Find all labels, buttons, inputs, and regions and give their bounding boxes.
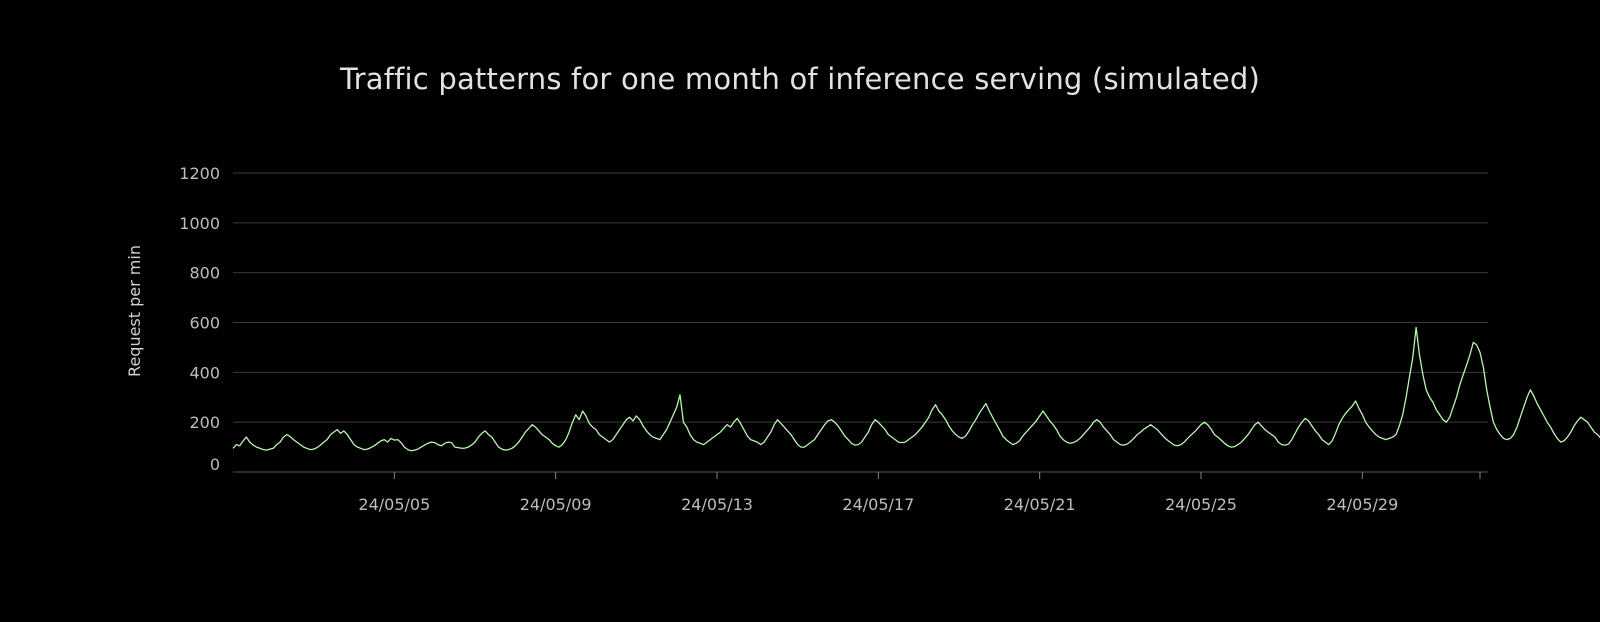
x-tick-label: 24/05/17 — [842, 495, 914, 514]
x-tick-label: 24/05/21 — [1004, 495, 1076, 514]
y-tick-label: 1200 — [179, 164, 220, 183]
x-tick-label: 24/05/13 — [681, 495, 753, 514]
y-tick-label: 1000 — [179, 214, 220, 233]
y-tick-label: 200 — [189, 413, 220, 432]
x-tick-label: 24/05/29 — [1326, 495, 1398, 514]
y-axis-label: Request per min — [125, 245, 144, 377]
grid — [233, 172, 1488, 423]
series-group — [232, 326, 1600, 452]
x-tick-label: 24/05/25 — [1165, 495, 1237, 514]
y-tick-label: 0 — [210, 455, 220, 474]
x-axis: 24/05/05 24/05/09 24/05/13 24/05/17 24/05/21… — [233, 471, 1488, 514]
chart-title: Traffic patterns for one month of infere… — [339, 62, 1261, 96]
y-tick-label: 800 — [189, 264, 220, 283]
x-tick-label: 24/05/05 — [358, 495, 430, 514]
x-tick-label: 24/05/09 — [520, 495, 592, 514]
y-tick-label: 400 — [189, 363, 220, 382]
y-tick-label: 600 — [189, 314, 220, 333]
y-axis: 0 200 400 600 800 1000 1200 — [179, 164, 220, 474]
series-line-0 — [232, 326, 1600, 452]
